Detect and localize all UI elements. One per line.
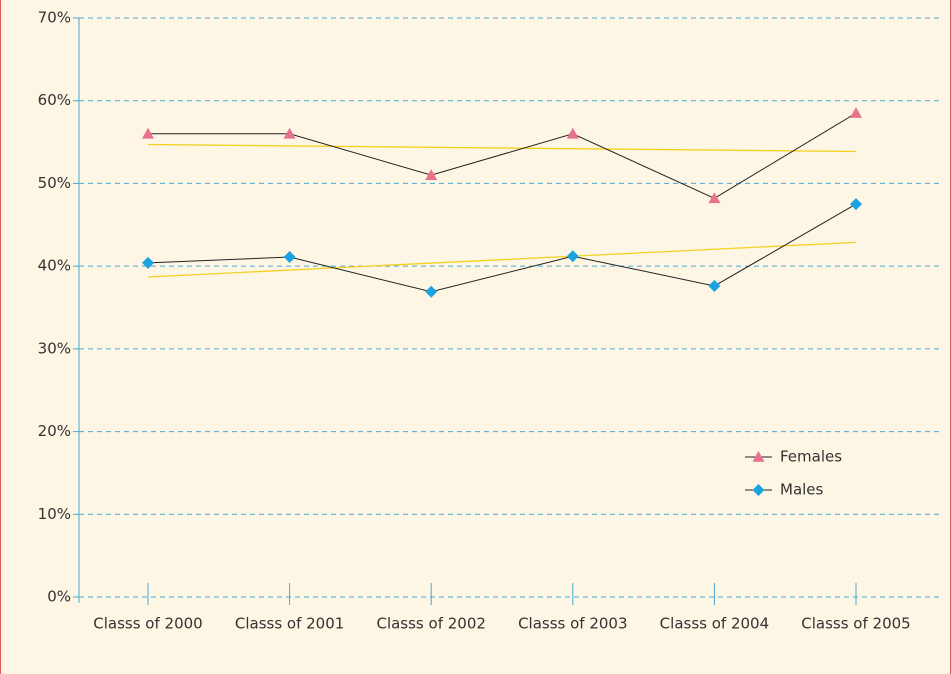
legend-label: Males <box>780 481 824 499</box>
legend-label: Females <box>780 448 842 466</box>
trendline <box>147 241 857 278</box>
x-tick-label: Classs of 2002 <box>376 615 485 633</box>
point <box>566 127 579 139</box>
point <box>850 198 862 211</box>
x-tick-label: Classs of 2005 <box>801 615 910 633</box>
y-tick-label: 20% <box>38 422 71 440</box>
series-line <box>148 112 857 199</box>
series-line <box>147 203 857 293</box>
point <box>425 285 438 298</box>
legend-marker <box>752 451 765 462</box>
y-tick-label: 50% <box>38 174 71 192</box>
x-tick-label: Classs of 2004 <box>660 615 769 633</box>
point <box>708 192 721 204</box>
point <box>708 279 721 292</box>
trendline <box>147 143 857 153</box>
y-tick-label: 10% <box>38 505 71 523</box>
point <box>850 107 862 118</box>
legend-marker <box>752 484 765 496</box>
point <box>283 251 296 264</box>
y-tick-label: 0% <box>47 588 71 606</box>
y-tick-label: 40% <box>38 257 71 275</box>
point <box>283 127 296 139</box>
point <box>566 250 579 263</box>
x-tick-label: Classs of 2000 <box>93 615 202 633</box>
point <box>425 169 438 180</box>
y-tick-label: 30% <box>38 339 71 357</box>
x-tick-label: Classs of 2003 <box>518 615 627 633</box>
point <box>142 127 154 139</box>
y-tick-label: 60% <box>38 91 71 109</box>
x-tick-label: Classs of 2001 <box>235 615 344 633</box>
point <box>142 256 154 269</box>
y-tick-label: 70% <box>38 9 71 27</box>
